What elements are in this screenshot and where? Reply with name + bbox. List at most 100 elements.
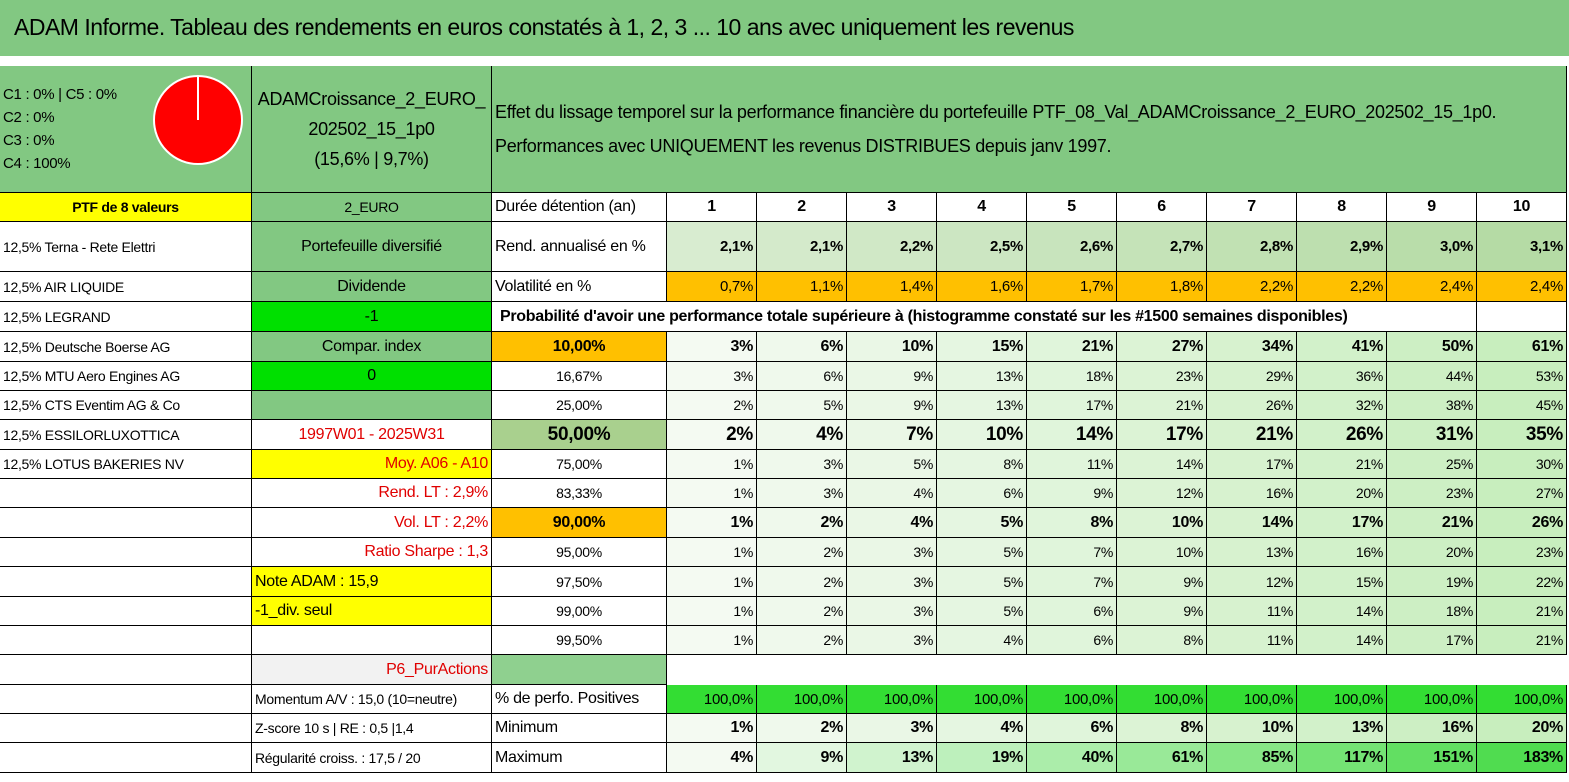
probability-cell: 7% (1027, 567, 1117, 597)
probability-cell: 36% (1297, 362, 1387, 391)
probability-cell: 21% (1297, 450, 1387, 479)
row-label: Durée détention (an) (492, 193, 667, 222)
side-cell: Régularité croiss. : 17,5 / 20 (252, 743, 492, 773)
row-label: 99,50% (492, 626, 667, 655)
probability-cell: 3% (667, 362, 757, 391)
value-cell: 40% (1027, 743, 1117, 773)
value-cell: 1% (667, 714, 757, 743)
probability-cell: 61% (1477, 332, 1567, 362)
value-cell: 100,0% (847, 685, 937, 714)
side-cell: Portefeuille diversifié (252, 222, 492, 272)
value-cell: 1,4% (847, 272, 937, 302)
probability-cell: 3% (757, 479, 847, 508)
side-cell: Moy. A06 - A10 (252, 450, 492, 479)
holding: 12,5% Deutsche Boerse AG (0, 332, 252, 362)
portfolio-cell: ADAMCroissance_2_EURO_ 202502_15_1p0 (15,6… (252, 66, 492, 193)
probability-cell: 23% (1117, 362, 1207, 391)
probability-cell: 14% (1297, 597, 1387, 626)
probability-cell: 7% (1027, 538, 1117, 567)
allocation-pie (153, 75, 243, 165)
holding (0, 626, 252, 655)
probability-cell: 12% (1117, 479, 1207, 508)
holding (0, 538, 252, 567)
horizon-header: 7 (1207, 193, 1297, 222)
portfolio-line: 202502_15_1p0 (308, 119, 435, 139)
probability-cell: 41% (1297, 332, 1387, 362)
probability-cell: 6% (937, 479, 1027, 508)
probability-cell: 1% (667, 626, 757, 655)
probability-cell: 9% (847, 391, 937, 420)
row-label: 10,00% (492, 332, 667, 362)
side-cell: 0 (252, 362, 492, 391)
probability-cell: 6% (757, 362, 847, 391)
horizon-header: 8 (1297, 193, 1387, 222)
probability-cell: 45% (1477, 391, 1567, 420)
probability-cell: 30% (1477, 450, 1567, 479)
value-cell: 85% (1207, 743, 1297, 773)
probability-cell: 13% (1207, 538, 1297, 567)
value-cell: 61% (1117, 743, 1207, 773)
title-bar: ADAM Informe. Tableau des rendements en … (0, 0, 1569, 60)
probability-cell: 25% (1387, 450, 1477, 479)
probability-cell: 17% (1387, 626, 1477, 655)
probability-cell: 21% (1207, 420, 1297, 450)
probability-cell: 2% (667, 391, 757, 420)
probability-cell: 23% (1477, 538, 1567, 567)
probability-cell: 1% (667, 450, 757, 479)
horizon-header: 9 (1387, 193, 1477, 222)
horizon-header: 6 (1117, 193, 1207, 222)
probability-cell: 5% (757, 391, 847, 420)
probability-cell: 15% (937, 332, 1027, 362)
value-cell: 183% (1477, 743, 1567, 773)
probability-cell: 8% (1027, 508, 1117, 538)
side-cell: Compar. index (252, 332, 492, 362)
probability-cell: 21% (1027, 332, 1117, 362)
probability-cell: 5% (937, 567, 1027, 597)
value-cell: 151% (1387, 743, 1477, 773)
value-cell: 2,7% (1117, 222, 1207, 272)
value-cell: 19% (937, 743, 1027, 773)
probability-cell: 17% (1027, 391, 1117, 420)
row-label: 97,50% (492, 567, 667, 597)
value-cell: 100,0% (1117, 685, 1207, 714)
probability-cell: 29% (1207, 362, 1297, 391)
value-cell: 100,0% (1387, 685, 1477, 714)
value-cell: 100,0% (1207, 685, 1297, 714)
holding: 12,5% ESSILORLUXOTTICA (0, 420, 252, 450)
row-label: 99,00% (492, 597, 667, 626)
value-cell: 20% (1477, 714, 1567, 743)
side-cell: Momentum A/V : 15,0 (10=neutre) (252, 685, 492, 714)
holding (0, 685, 252, 714)
value-cell: 2,2% (847, 222, 937, 272)
probability-cell: 31% (1387, 420, 1477, 450)
probability-cell: 9% (1117, 567, 1207, 597)
value-cell: 2,1% (757, 222, 847, 272)
value-cell: 13% (847, 743, 937, 773)
probability-cell: 4% (757, 420, 847, 450)
value-cell: 16% (1387, 714, 1477, 743)
probability-cell: 13% (937, 362, 1027, 391)
horizon-header: 1 (667, 193, 757, 222)
value-cell: 3,0% (1387, 222, 1477, 272)
row-label: 90,00% (492, 508, 667, 538)
side-cell: Vol. LT : 2,2% (252, 508, 492, 538)
value-cell: 2,8% (1207, 222, 1297, 272)
probability-cell: 1% (667, 597, 757, 626)
row-label: Volatilité en % (492, 272, 667, 302)
probability-cell: 5% (847, 450, 937, 479)
probability-cell: 14% (1027, 420, 1117, 450)
probability-cell: 4% (847, 479, 937, 508)
description-line: Performances avec UNIQUEMENT les revenus… (495, 136, 1112, 156)
side-cell: Dividende (252, 272, 492, 302)
probability-cell: 2% (667, 420, 757, 450)
horizon-header: 2 (757, 193, 847, 222)
probability-cell: 21% (1477, 597, 1567, 626)
probability-cell: 7% (847, 420, 937, 450)
probability-cell: 10% (847, 332, 937, 362)
probability-cell: 11% (1207, 626, 1297, 655)
value-cell: 1,8% (1117, 272, 1207, 302)
value-cell: 10% (1207, 714, 1297, 743)
portfolio-line: (15,6% | 9,7%) (314, 149, 429, 169)
value-cell: 1,7% (1027, 272, 1117, 302)
allocation-line: C2 : 0% (3, 109, 55, 126)
